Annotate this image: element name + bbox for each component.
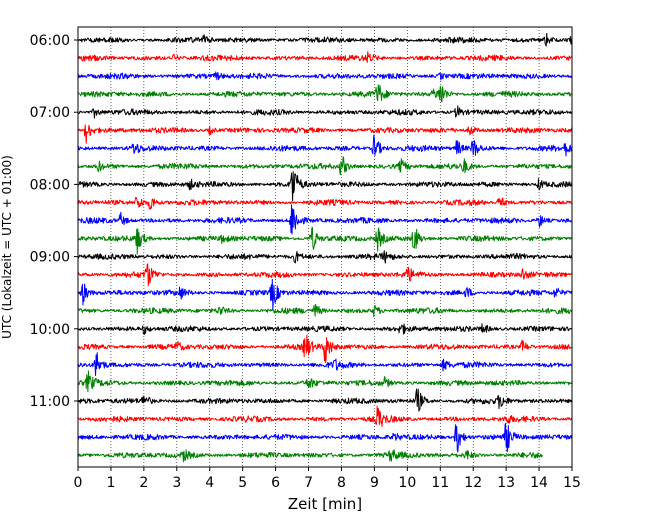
x-tick-label: 5	[238, 475, 247, 491]
y-tick-label: 10:00	[30, 322, 70, 338]
trace-1145	[77, 449, 543, 463]
trace-0845	[77, 226, 573, 255]
x-tick-label: 2	[139, 475, 148, 491]
x-tick-label: 8	[337, 475, 346, 491]
y-tick-label: 11:00	[30, 394, 70, 410]
trace-0730	[77, 134, 573, 157]
x-tick-label: 3	[172, 475, 181, 491]
trace-0645	[77, 84, 573, 103]
trace-0630	[77, 71, 573, 81]
x-axis-label: Zeit [min]	[288, 495, 362, 513]
y-tick-label: 08:00	[30, 177, 70, 193]
trace-0915	[77, 263, 573, 287]
trace-1115	[77, 405, 573, 427]
x-tick-label: 14	[530, 475, 548, 491]
trace-0615	[77, 50, 573, 63]
trace-1015	[77, 334, 573, 363]
x-tick-label: 11	[431, 475, 449, 491]
y-tick-label: 06:00	[30, 33, 70, 49]
x-tick-label: 4	[205, 475, 214, 491]
x-tick-label: 0	[74, 475, 83, 491]
seismic-traces	[77, 32, 573, 463]
y-tick-label: 07:00	[30, 105, 70, 121]
trace-0745	[77, 156, 573, 176]
trace-0945	[77, 303, 573, 318]
trace-0930	[77, 278, 573, 311]
trace-0800	[77, 171, 573, 202]
trace-1130	[77, 423, 573, 453]
trace-1045	[77, 370, 573, 393]
x-tick-label: 7	[304, 475, 313, 491]
trace-0715	[77, 124, 573, 144]
trace-1000	[77, 323, 573, 335]
trace-0600	[77, 32, 573, 47]
trace-1100	[77, 388, 573, 412]
y-axis-label: UTC (Lokalzeit = UTC + 01:00)	[0, 155, 14, 339]
plot-area-frame	[77, 26, 573, 468]
trace-0900	[77, 250, 573, 264]
y-axis-ticks: 06:00 07:00 08:00 09:00 10:00 11:00	[30, 33, 78, 410]
trace-0815	[77, 196, 573, 210]
x-tick-label: 10	[398, 475, 416, 491]
x-tick-label: 12	[464, 475, 482, 491]
trace-1030	[77, 352, 573, 377]
trace-0830	[77, 204, 573, 235]
x-tick-label: 13	[497, 475, 515, 491]
y-tick-label: 09:00	[30, 250, 70, 266]
x-tick-label: 15	[563, 475, 581, 491]
vertical-gridlines	[110, 27, 540, 467]
x-tick-label: 6	[271, 475, 280, 491]
x-tick-label: 9	[370, 475, 379, 491]
trace-0700	[77, 105, 573, 119]
x-tick-label: 1	[106, 475, 115, 491]
x-axis-ticks: 0 1 2 3 4 5 6 7 8 9 10 11 12 13 14 15	[74, 467, 581, 491]
